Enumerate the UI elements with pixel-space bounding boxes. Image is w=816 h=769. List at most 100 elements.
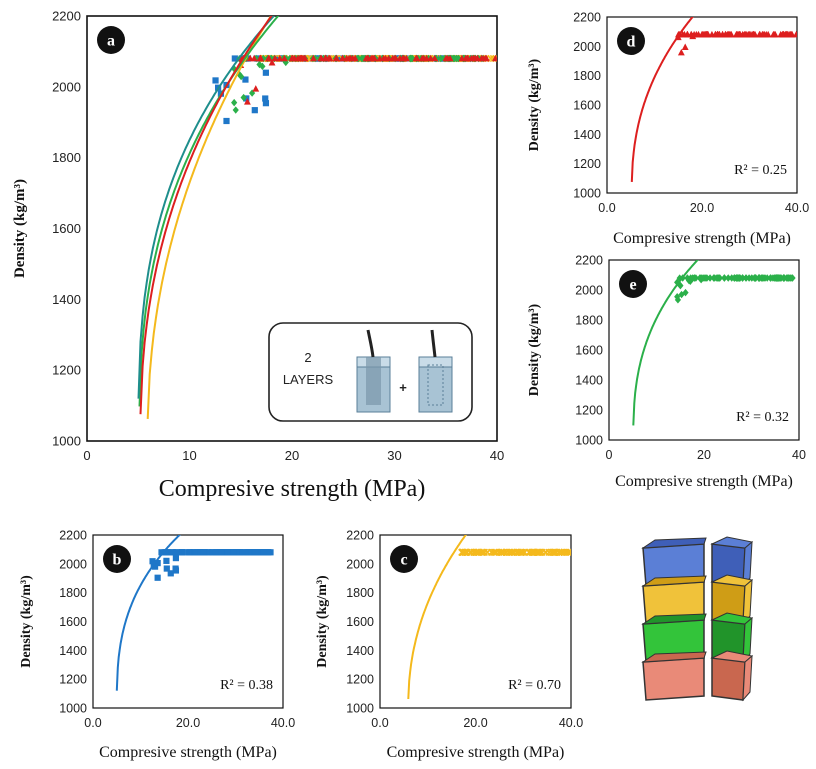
y-axis-label: Density (kg/m³) <box>12 179 28 278</box>
plot-frame <box>379 534 572 709</box>
y-tick-label: 1000 <box>575 434 603 448</box>
y-tick-label: 1000 <box>59 702 87 716</box>
y-tick-label: 2000 <box>346 557 374 571</box>
data-point-red <box>464 54 472 62</box>
y-tick-label: 1600 <box>575 344 603 358</box>
data-point-green <box>259 62 266 71</box>
x-tick-label: 40 <box>490 448 504 463</box>
inset-two-layers: 2 LAYERS + <box>268 322 473 422</box>
probe-icon <box>430 329 437 358</box>
inset-text: 2 <box>304 350 311 365</box>
y-tick-label: 1600 <box>573 99 601 113</box>
data-point-green <box>775 274 782 282</box>
data-point-blue <box>151 563 159 570</box>
data-point-blue <box>223 117 230 125</box>
fit-curve-blue <box>137 16 276 399</box>
data-point-green <box>678 290 685 299</box>
data-point-red <box>431 54 439 62</box>
panel-badge <box>103 545 131 573</box>
data-point-blue <box>167 570 174 577</box>
plot-area <box>632 260 796 426</box>
y-tick-label: 2000 <box>52 79 81 94</box>
y-tick-label: 1800 <box>346 586 374 600</box>
y-tick-label: 1400 <box>575 374 603 388</box>
data-point-green <box>721 274 728 282</box>
data-point-red <box>442 54 450 62</box>
x-tick-label: 40.0 <box>271 716 295 730</box>
data-point-red <box>349 54 357 62</box>
data-point-red <box>281 54 288 62</box>
data-point-blue <box>190 549 197 556</box>
x-axis-label: Compresive strength (MPa) <box>387 744 565 761</box>
data-point-blue <box>262 100 270 107</box>
r-squared-label: R² = 0.25 <box>734 163 787 178</box>
y-tick-label: 1200 <box>575 404 603 418</box>
data-point-blue <box>212 77 219 84</box>
x-tick-label: 20 <box>697 448 711 462</box>
data-point-blue <box>262 69 269 76</box>
y-tick-label: 1600 <box>346 615 374 629</box>
x-axis-label: Compresive strength (MPa) <box>99 744 277 761</box>
data-point-yellow <box>466 548 474 556</box>
panel-badge <box>617 27 645 55</box>
data-point-red <box>276 54 284 62</box>
data-point-red <box>371 54 378 62</box>
data-point-red <box>289 54 297 62</box>
data-point-yellow <box>506 548 514 556</box>
fit-curve-green <box>138 16 280 407</box>
y-tick-label: 1000 <box>346 702 374 716</box>
fit-curve-red <box>139 16 273 415</box>
data-point-red <box>423 54 430 62</box>
data-point-red <box>726 30 734 38</box>
data-point-green <box>232 106 239 114</box>
data-point-blue <box>249 549 256 556</box>
data-point-blue <box>260 549 267 556</box>
y-tick-label: 2200 <box>346 529 374 543</box>
data-point-red <box>268 59 276 66</box>
plot-frame <box>606 16 798 194</box>
data-point-red <box>784 30 792 38</box>
y-tick-label: 1400 <box>346 644 374 658</box>
data-point-red <box>746 30 754 38</box>
y-axis-label: Density (kg/m³) <box>527 58 542 151</box>
data-point-blue <box>218 549 225 556</box>
data-point-blue <box>224 549 231 556</box>
data-point-green <box>710 274 717 282</box>
panel-e: 1000 1200 1400 1600 1800 2000 2200 0 20 40 Compres… <box>527 254 806 491</box>
x-tick-label: 0.0 <box>598 201 615 215</box>
data-point-green <box>699 274 707 282</box>
data-point-red <box>343 54 351 62</box>
data-point-red <box>751 30 759 38</box>
y-tick-label: 1400 <box>573 128 601 142</box>
y-axis-label: Density (kg/m³) <box>19 575 34 668</box>
plot-frame <box>608 259 800 441</box>
data-point-green <box>713 274 720 282</box>
data-point-yellow <box>549 548 557 556</box>
y-tick-label: 2000 <box>59 557 87 571</box>
y-tick-label: 1600 <box>52 221 81 236</box>
x-tick-label: 40.0 <box>559 716 583 730</box>
panel-d: 1000 1200 1400 1600 1800 2000 2200 0.0 20.0 40.0 C… <box>527 11 809 248</box>
data-point-blue <box>257 549 264 556</box>
data-point-yellow <box>560 548 568 556</box>
y-tick-label: 1600 <box>59 615 87 629</box>
data-point-blue <box>243 95 250 102</box>
data-point-blue <box>158 549 165 556</box>
data-point-yellow <box>551 548 559 556</box>
fit-curve-yellow <box>407 535 467 700</box>
x-tick-label: 0 <box>83 448 90 463</box>
x-tick-label: 20 <box>285 448 299 463</box>
panel-b: 1000 1200 1400 1600 1800 2000 2200 0.0 20.0 40.0 C… <box>19 529 295 762</box>
data-point-green <box>739 274 746 282</box>
data-point-green <box>731 274 738 282</box>
panel-letter: c <box>400 552 407 569</box>
data-point-green <box>703 274 711 282</box>
panel-badge <box>390 545 418 573</box>
data-point-red <box>792 30 797 38</box>
data-point-yellow <box>528 548 536 556</box>
panel-letter: d <box>627 34 636 51</box>
x-tick-label: 40.0 <box>785 201 809 215</box>
y-tick-label: 2200 <box>52 9 81 24</box>
data-point-blue <box>185 549 192 556</box>
